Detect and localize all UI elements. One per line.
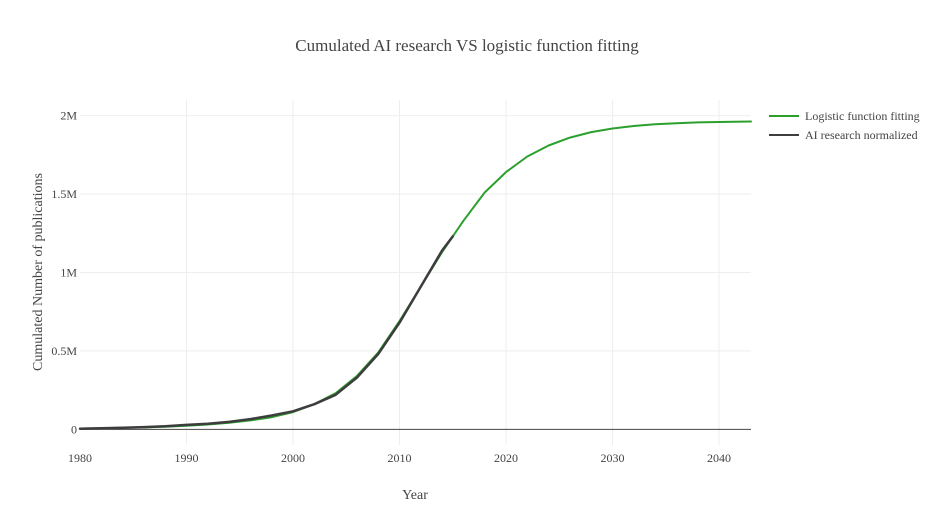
grid <box>80 100 751 445</box>
x-tick-label: 2040 <box>707 451 731 465</box>
legend-item[interactable]: Logistic function fitting <box>769 109 920 123</box>
legend-item[interactable]: AI research normalized <box>769 128 918 142</box>
x-tick-label: 2030 <box>601 451 625 465</box>
y-tick-label: 0 <box>71 422 77 436</box>
x-tick-label: 2020 <box>494 451 518 465</box>
x-tick-label: 2000 <box>281 451 305 465</box>
series-line-2 <box>78 235 455 430</box>
legend: Logistic function fitting AI research nor… <box>769 109 920 142</box>
legend-label: AI research normalized <box>805 128 918 142</box>
x-axis-ticks: 1980 1990 2000 2010 2020 2030 2040 <box>68 451 731 465</box>
series-layer <box>78 120 752 430</box>
y-tick-label: 2M <box>60 109 77 123</box>
y-tick-label: 1M <box>60 266 77 280</box>
x-axis-label: Year <box>402 488 428 503</box>
y-axis-label: Cumulated Number of publications <box>31 173 46 371</box>
y-tick-label: 1.5M <box>51 187 77 201</box>
series-line-1 <box>79 120 752 430</box>
x-tick-label: 1990 <box>175 451 199 465</box>
y-axis-ticks: 0 0.5M 1M 1.5M 2M <box>51 109 77 437</box>
chart-title: Cumulated AI research VS logistic functi… <box>295 36 639 55</box>
x-tick-label: 1980 <box>68 451 92 465</box>
x-tick-label: 2010 <box>388 451 412 465</box>
legend-label: Logistic function fitting <box>805 109 920 123</box>
y-tick-label: 0.5M <box>51 344 77 358</box>
